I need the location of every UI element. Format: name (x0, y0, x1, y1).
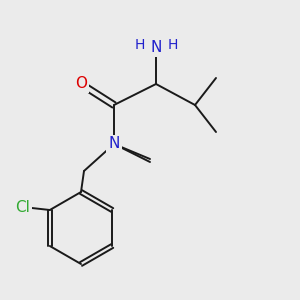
Text: N: N (108, 136, 120, 152)
Text: H: H (134, 38, 145, 52)
Text: H: H (167, 38, 178, 52)
Text: O: O (75, 76, 87, 92)
Text: Cl: Cl (15, 200, 30, 214)
Text: N: N (150, 40, 162, 56)
